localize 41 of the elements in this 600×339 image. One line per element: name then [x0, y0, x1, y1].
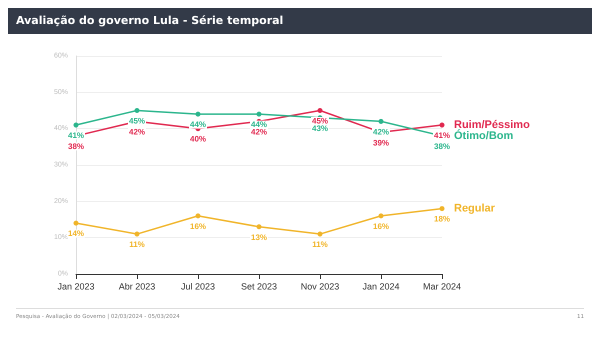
data-label: 14% [68, 229, 84, 238]
data-label: 38% [434, 142, 450, 151]
series-label: Ótimo/Bom [454, 128, 514, 142]
data-label: 38% [68, 142, 84, 151]
chart-title: Avaliação do governo Lula - Série temporal [8, 8, 592, 34]
point [318, 232, 322, 237]
series-label: Regular [454, 202, 496, 215]
point [196, 112, 200, 117]
x-tick-label: Mar 2024 [422, 282, 462, 292]
data-label: 42% [250, 127, 268, 136]
point [74, 220, 78, 226]
data-label: 11% [129, 240, 145, 250]
point [74, 122, 78, 128]
data-label: 18% [434, 214, 450, 224]
data-label: 16% [190, 222, 206, 231]
data-label: 44% [190, 120, 206, 130]
point [134, 232, 140, 237]
data-label: 40% [190, 134, 206, 144]
x-tick-label: Jan 2023 [57, 282, 95, 292]
x-tick-label: Jan 2024 [362, 282, 400, 292]
point [318, 108, 322, 113]
x-tick-label: Abr 2023 [118, 282, 156, 292]
x-tick-label: Jul 2023 [180, 282, 216, 292]
data-label: 13% [250, 232, 268, 242]
point [256, 224, 262, 230]
data-label: 45% [312, 116, 328, 126]
data-label: 44% [250, 120, 268, 130]
point [378, 213, 384, 218]
point [256, 112, 262, 117]
data-label: 43% [312, 124, 328, 133]
data-label: 16% [372, 222, 390, 231]
data-label: 11% [312, 240, 328, 250]
data-label: 39% [372, 138, 390, 148]
data-label: 42% [128, 127, 146, 136]
x-tick-label: Nov 2023 [300, 282, 340, 292]
point [440, 122, 444, 128]
point [378, 118, 384, 124]
point [440, 206, 444, 212]
point [134, 108, 140, 113]
x-tick-label: Set 2023 [240, 282, 278, 292]
point [196, 213, 200, 218]
